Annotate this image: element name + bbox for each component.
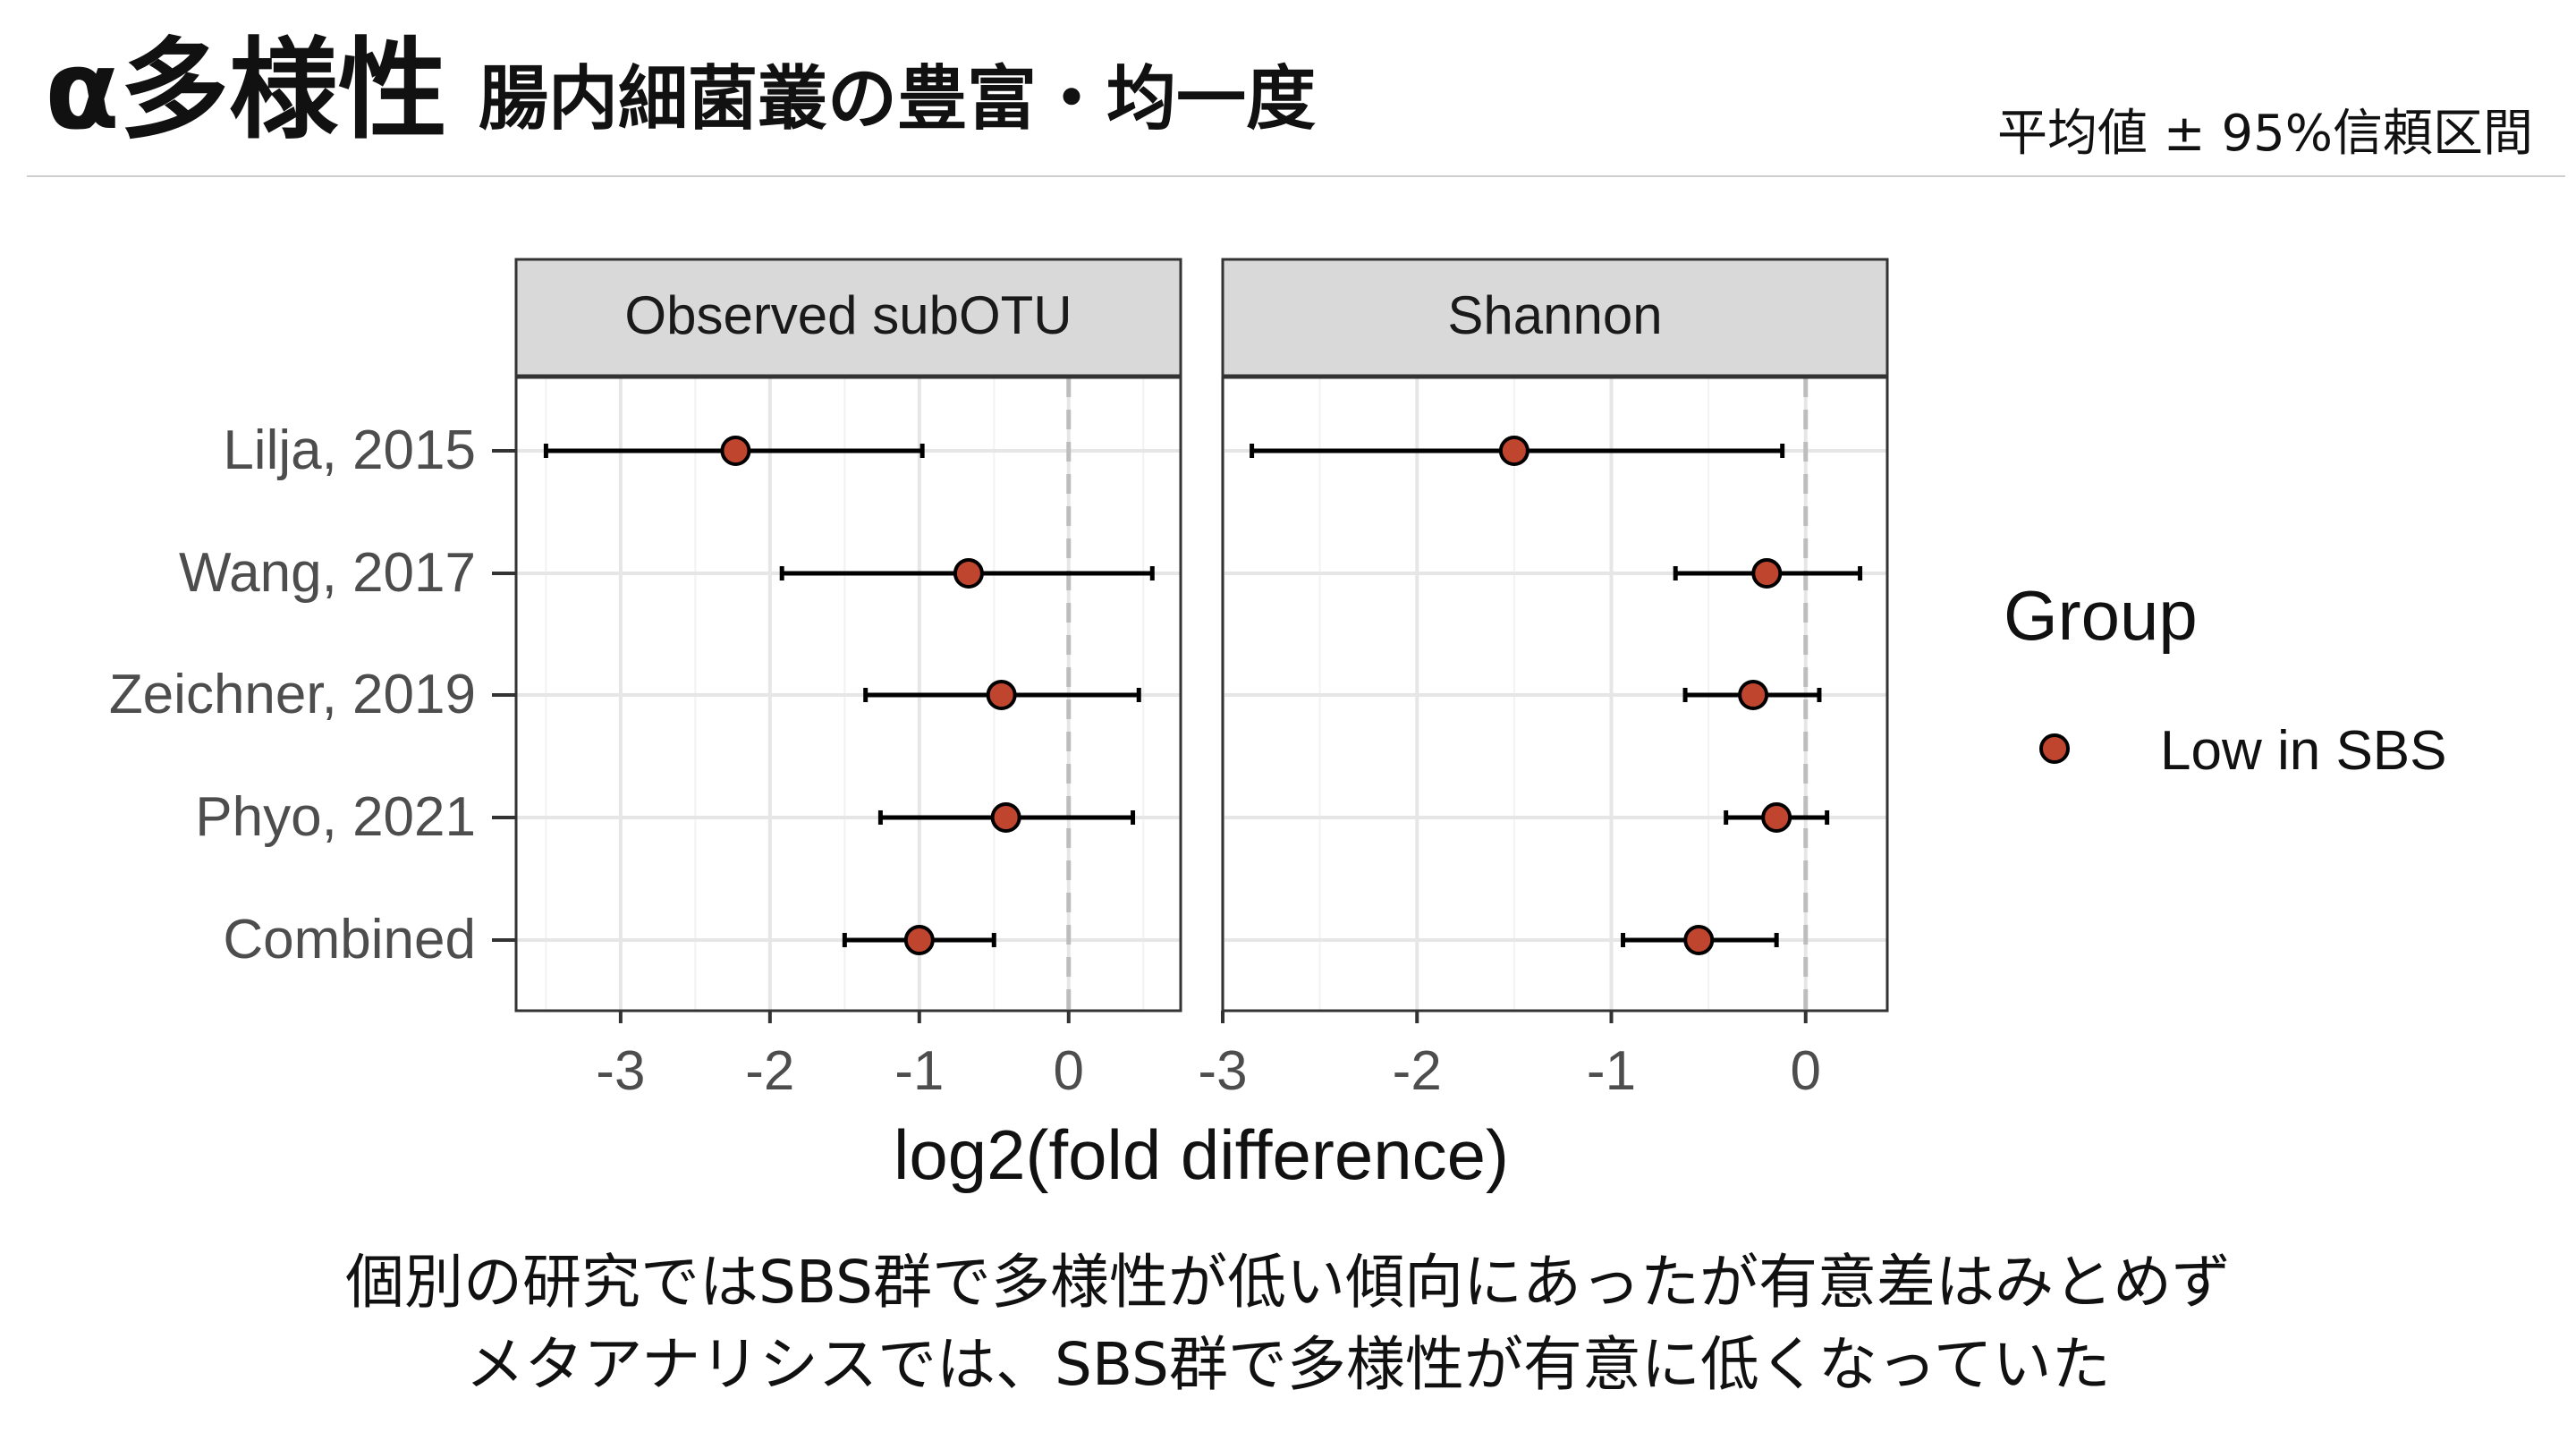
caption: 個別の研究ではSBS群で多様性が低い傾向にあったが有意差はみとめず メタアナリシ… xyxy=(0,1241,2576,1406)
facet-panel: Shannon -3 -2 -1 0 xyxy=(1198,258,1889,1102)
caption-line: メタアナリシスでは、SBS群で多様性が有意に低くなっていた xyxy=(465,1330,2111,1399)
y-tick-label: Zeichner, 2019 xyxy=(109,664,476,725)
legend-title: Group xyxy=(2004,576,2198,655)
x-tick-label: -3 xyxy=(596,1040,645,1102)
x-tick-label: -2 xyxy=(745,1040,794,1102)
data-point xyxy=(986,680,1017,710)
data-point xyxy=(720,436,751,466)
data-point xyxy=(1683,925,1715,955)
caption-line: 個別の研究ではSBS群で多様性が低い傾向にあったが有意差はみとめず xyxy=(345,1248,2231,1317)
x-tick-label: -3 xyxy=(1198,1040,1247,1102)
legend-key-point xyxy=(2039,733,2070,764)
slide-title: α多様性 xyxy=(45,27,447,154)
ci-note: 平均値 ± 95%信頼区間 xyxy=(1997,105,2533,163)
data-point xyxy=(1498,436,1530,466)
data-point xyxy=(903,925,935,955)
title-divider xyxy=(27,175,2565,177)
slide-subtitle: 腸内細菌叢の豊富・均一度 xyxy=(479,59,1317,140)
data-point xyxy=(953,558,984,589)
panel-border xyxy=(514,376,1182,1013)
y-tick-label: Phyo, 2021 xyxy=(195,786,476,848)
facet-title: Shannon xyxy=(1447,285,1662,345)
data-point xyxy=(1738,680,1769,710)
data-point xyxy=(1761,802,1792,833)
x-tick-label: -2 xyxy=(1393,1040,1442,1102)
legend-label: Low in SBS xyxy=(2160,720,2447,782)
x-tick-label: -1 xyxy=(1587,1040,1636,1102)
facet-strip xyxy=(1221,258,1889,377)
facet-strip xyxy=(514,258,1182,377)
x-tick-label: 0 xyxy=(1791,1040,1821,1102)
y-tick-label: Wang, 2017 xyxy=(179,542,476,604)
data-point xyxy=(990,802,1021,833)
y-tick-label: Lilja, 2015 xyxy=(223,419,476,481)
y-tick-label: Combined xyxy=(223,909,476,970)
x-tick-label: -1 xyxy=(894,1040,944,1102)
panel-border xyxy=(1221,376,1889,1013)
forest-plot-chart: Lilja, 2015 Wang, 2017 Zeichner, 2019 Phyo,… xyxy=(109,258,2447,1194)
data-point xyxy=(1751,558,1783,589)
facet-panel: Observed subOTU -3 -2 -1 0 xyxy=(514,258,1182,1102)
facet-title: Observed subOTU xyxy=(624,285,1072,345)
x-tick-label: 0 xyxy=(1054,1040,1084,1102)
x-axis-title: log2(fold difference) xyxy=(894,1115,1509,1194)
